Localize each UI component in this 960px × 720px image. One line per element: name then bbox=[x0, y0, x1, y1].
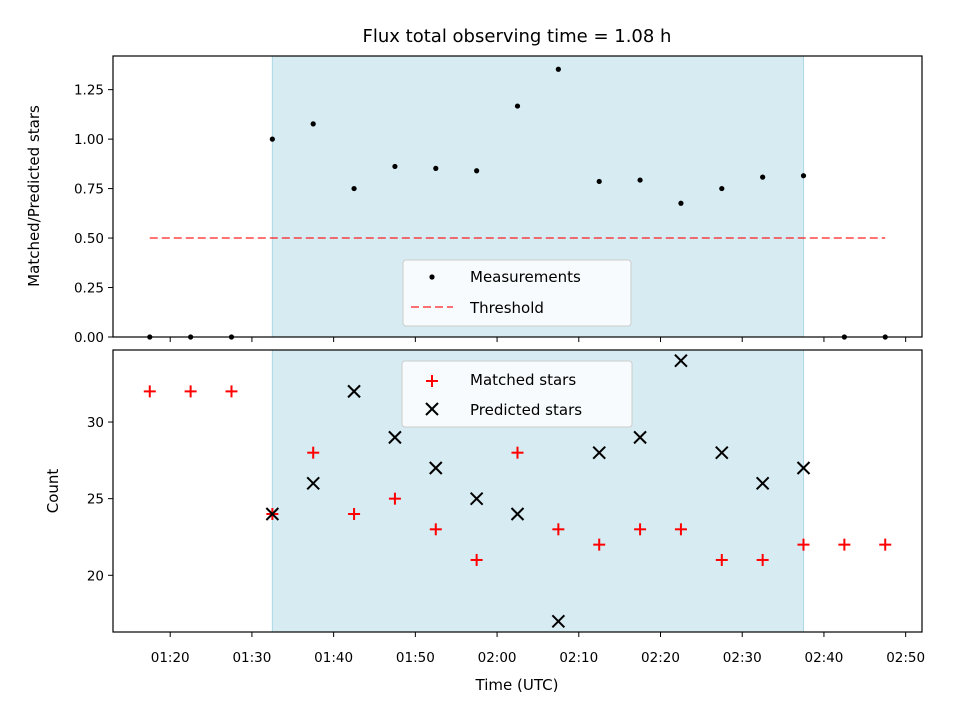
predicted-point bbox=[347, 384, 361, 399]
matched-point bbox=[184, 385, 197, 398]
predicted-point bbox=[429, 461, 443, 475]
bottom-x-axis: 01:20 01:30 01:40 01:50 02:00 02:10 02:20 02:30… bbox=[151, 632, 925, 666]
predicted-point bbox=[551, 614, 566, 628]
predicted-point bbox=[755, 476, 770, 491]
top-plot-frame bbox=[112, 55, 923, 338]
measurement-point bbox=[392, 163, 398, 170]
top-y-tick-label: 1.25 bbox=[74, 83, 104, 99]
predicted-point bbox=[510, 507, 525, 521]
matched-point bbox=[797, 538, 810, 551]
bottom-panel: 20 25 30 01:20 01:30 01:40 01:50 02:00 02:10 02:… bbox=[44, 349, 925, 694]
matched-point bbox=[634, 523, 647, 536]
measurement-point bbox=[310, 121, 316, 127]
top-y-tick-label: 0.00 bbox=[74, 330, 104, 346]
legend-measurements-marker bbox=[429, 274, 435, 280]
legend-predicted-marker bbox=[425, 402, 439, 416]
measurement-point bbox=[514, 103, 521, 109]
top-y-tick-label: 0.25 bbox=[74, 281, 104, 297]
bottom-x-tick-label: 02:00 bbox=[478, 650, 517, 666]
top-y-tick-label: 0.50 bbox=[74, 231, 104, 247]
measurement-point bbox=[596, 178, 602, 185]
measurement-point bbox=[719, 185, 725, 192]
matched-point bbox=[388, 492, 401, 505]
top-x-axis bbox=[169, 337, 907, 342]
top-y-axis: 0.00 0.25 0.50 0.75 1.00 1.25 bbox=[74, 83, 113, 346]
top-legend-box bbox=[402, 259, 632, 327]
bottom-x-tick-label: 02:30 bbox=[723, 650, 762, 666]
predicted-point bbox=[715, 445, 729, 460]
bottom-x-tick-label: 02:50 bbox=[886, 650, 925, 666]
matched-point bbox=[225, 385, 238, 398]
bottom-legend: Matched stars Predicted stars bbox=[401, 360, 633, 428]
bottom-marks bbox=[143, 354, 892, 628]
matched-point bbox=[143, 385, 156, 398]
legend-measurements-label: Measurements bbox=[470, 268, 581, 286]
matched-point bbox=[593, 538, 606, 551]
top-legend: Measurements Threshold bbox=[402, 259, 632, 327]
bottom-y-tick-label: 25 bbox=[87, 492, 104, 508]
matched-point bbox=[879, 538, 892, 551]
bottom-y-axis: 20 25 30 bbox=[87, 415, 113, 584]
predicted-point bbox=[592, 445, 606, 460]
bottom-x-tick-label: 01:30 bbox=[232, 650, 271, 666]
measurement-point bbox=[800, 173, 807, 179]
matched-point bbox=[552, 523, 565, 536]
chart-title: Flux total observing time = 1.08 h bbox=[363, 26, 672, 47]
matched-point bbox=[756, 553, 769, 566]
top-marks bbox=[147, 66, 888, 340]
bottom-x-tick-label: 02:10 bbox=[559, 650, 598, 666]
predicted-point bbox=[674, 354, 688, 368]
top-y-tick-label: 0.75 bbox=[74, 182, 104, 198]
legend-matched-label: Matched stars bbox=[470, 371, 576, 389]
matched-point bbox=[348, 507, 361, 520]
matched-point bbox=[715, 553, 728, 566]
top-y-axis-label: Matched/Predicted stars bbox=[25, 105, 43, 287]
bottom-y-axis-label: Count bbox=[44, 469, 62, 514]
predicted-point bbox=[265, 507, 280, 521]
bottom-plot-frame bbox=[112, 349, 923, 633]
matched-point bbox=[470, 553, 483, 566]
legend-predicted-label: Predicted stars bbox=[470, 401, 582, 419]
measurement-point bbox=[555, 66, 561, 72]
legend-matched-marker bbox=[426, 375, 438, 387]
bottom-x-tick-label: 01:20 bbox=[151, 650, 190, 666]
matched-point bbox=[307, 446, 320, 459]
matched-point bbox=[838, 538, 851, 551]
top-panel: 0.00 0.25 0.50 0.75 1.00 1.25 Matched/Predict… bbox=[25, 55, 923, 346]
bottom-x-tick-label: 02:20 bbox=[641, 650, 680, 666]
measurement-point bbox=[678, 200, 684, 206]
measurement-point bbox=[474, 168, 480, 174]
predicted-point bbox=[306, 476, 320, 491]
measurement-point bbox=[760, 174, 766, 180]
bottom-x-tick-label: 02:40 bbox=[804, 650, 843, 666]
bottom-y-tick-label: 20 bbox=[87, 568, 104, 584]
predicted-point bbox=[796, 461, 811, 475]
legend-threshold-label: Threshold bbox=[469, 299, 544, 317]
predicted-point bbox=[633, 430, 647, 445]
bottom-x-tick-label: 01:40 bbox=[314, 650, 353, 666]
top-y-tick-label: 1.00 bbox=[74, 132, 104, 148]
measurement-point bbox=[269, 136, 275, 142]
x-axis-label: Time (UTC) bbox=[475, 676, 559, 694]
predicted-point bbox=[469, 491, 484, 506]
measurement-point bbox=[433, 165, 439, 171]
matched-point bbox=[674, 523, 687, 536]
matched-point bbox=[429, 523, 442, 536]
measurement-point bbox=[351, 185, 357, 192]
bottom-legend-box bbox=[401, 360, 633, 428]
matched-point bbox=[511, 446, 524, 459]
measurement-point bbox=[637, 177, 643, 183]
bottom-x-tick-label: 01:50 bbox=[396, 650, 435, 666]
bottom-y-tick-label: 30 bbox=[87, 415, 104, 431]
predicted-point bbox=[388, 430, 402, 445]
